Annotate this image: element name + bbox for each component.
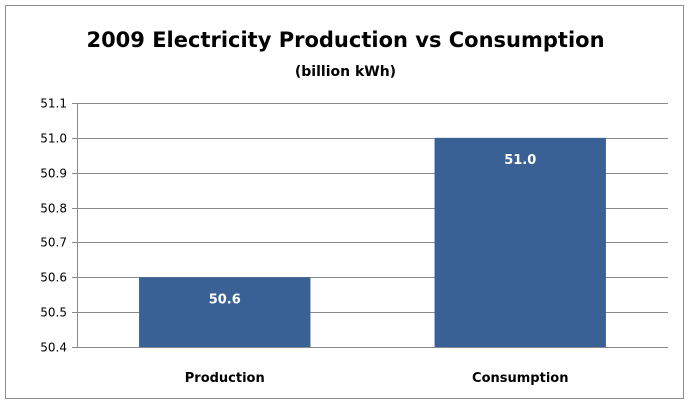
- x-category-label: Consumption: [472, 371, 568, 386]
- y-tick-label: 50.5: [40, 306, 67, 320]
- chart-subtitle: (billion kWh): [294, 64, 397, 80]
- y-tick-label: 51.1: [40, 97, 67, 111]
- data-label: 51.0: [504, 153, 536, 168]
- chart-title: 2009 Electricity Production vs Consumpti…: [86, 28, 605, 52]
- y-tick-label: 50.8: [40, 202, 67, 216]
- y-tick-label: 50.7: [40, 236, 67, 250]
- y-tick-label: 50.6: [40, 271, 67, 285]
- bar: [139, 277, 311, 347]
- y-tick-label: 51.0: [40, 132, 67, 146]
- y-tick-label: 50.9: [40, 167, 67, 181]
- bar: [434, 137, 606, 347]
- x-category-label: Production: [185, 371, 265, 386]
- y-tick-label: 50.4: [40, 341, 67, 355]
- data-label: 50.6: [209, 292, 241, 307]
